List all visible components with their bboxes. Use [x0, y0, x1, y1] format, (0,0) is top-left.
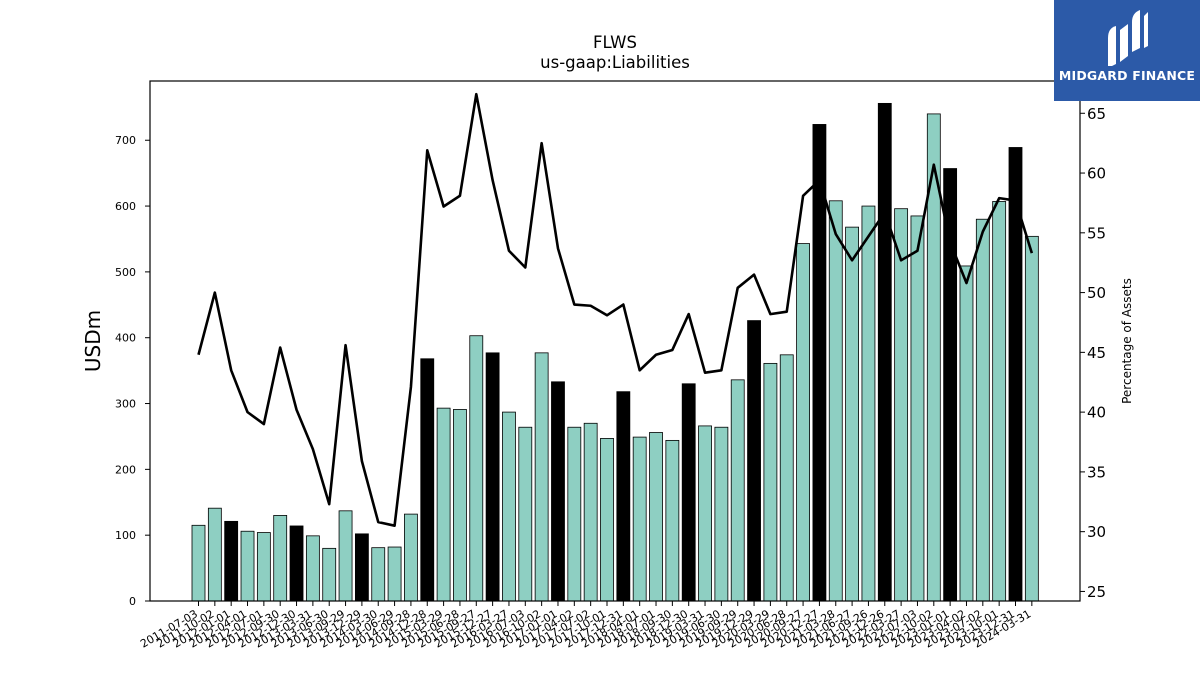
bar	[649, 432, 663, 602]
bar	[207, 507, 222, 602]
y2-tick-label: 40	[1087, 404, 1106, 422]
bar	[992, 201, 1007, 602]
bar	[518, 426, 533, 602]
chart-title: FLWS	[593, 33, 637, 52]
bar	[665, 439, 680, 602]
brand-logo: MIDGARD FINANCE	[1054, 0, 1200, 101]
bar	[616, 391, 631, 602]
midgard-logo-icon	[1108, 10, 1148, 66]
y-tick-label: 300	[115, 398, 136, 411]
y-tick-label: 400	[115, 332, 136, 345]
x-axis: 2011-07-032011-10-022012-01-012012-04-01…	[138, 601, 1033, 651]
bar	[600, 438, 614, 602]
bar	[354, 533, 369, 602]
bar	[698, 425, 712, 602]
bar	[632, 436, 647, 602]
bar	[779, 354, 794, 602]
bar	[714, 426, 729, 602]
bar	[224, 520, 239, 602]
y2-tick-label: 60	[1087, 165, 1106, 183]
bar	[681, 383, 696, 602]
bar	[240, 530, 255, 602]
y2-tick-label: 45	[1087, 344, 1106, 362]
bar	[305, 535, 320, 602]
y2-tick-label: 65	[1087, 105, 1106, 123]
y2-tick-label: 50	[1087, 284, 1106, 302]
bars-layer	[191, 102, 1039, 602]
y-tick-label: 500	[115, 266, 136, 279]
chart-subtitle: us-gaap:Liabilities	[540, 53, 690, 72]
y2-tick-label: 35	[1087, 463, 1106, 481]
bar	[828, 200, 843, 602]
bar	[502, 411, 516, 602]
bar	[551, 381, 565, 602]
bar	[910, 215, 925, 602]
bar	[845, 226, 859, 602]
bar	[436, 407, 451, 602]
bar	[861, 205, 876, 602]
bar	[877, 102, 892, 602]
y-tick-label: 100	[115, 529, 136, 542]
bar	[256, 532, 271, 602]
y2-tick-label: 30	[1087, 523, 1106, 541]
bar	[796, 243, 810, 602]
bar	[730, 379, 745, 602]
bar	[289, 525, 304, 602]
bar	[1024, 235, 1039, 602]
y-tick-label: 0	[129, 595, 136, 608]
line-layer	[197, 92, 1034, 527]
y2-tick-label: 25	[1087, 583, 1106, 601]
y-axis-label: USDm	[81, 310, 105, 372]
bar	[371, 547, 386, 602]
bar	[273, 515, 288, 602]
bar	[322, 547, 337, 602]
bar	[387, 546, 402, 602]
bar	[583, 422, 598, 602]
y-tick-label: 600	[115, 200, 136, 213]
percentage-line	[197, 92, 1034, 527]
bar	[191, 524, 206, 602]
bar	[404, 513, 418, 602]
bar	[338, 510, 353, 602]
y-tick-label: 200	[115, 463, 136, 476]
y-axis-right: 25 30 35 40 45 50 55 60 65	[1080, 105, 1106, 601]
plot-frame	[149, 80, 1081, 602]
bar	[567, 426, 582, 602]
bar	[420, 358, 435, 602]
y2-axis-label: Percentage of Assets	[1120, 278, 1134, 404]
y-tick-label: 700	[115, 134, 136, 147]
brand-name: MIDGARD FINANCE	[1058, 68, 1196, 83]
bar	[894, 208, 909, 602]
bar	[485, 352, 500, 602]
bar	[534, 352, 549, 602]
y-axis-left: 0 100 200 300 400 500 600 700	[115, 134, 150, 608]
bar	[975, 218, 990, 602]
bar	[943, 168, 958, 602]
y2-tick-label: 55	[1087, 224, 1106, 242]
bar	[763, 362, 778, 602]
bar	[469, 335, 484, 602]
bar	[453, 409, 467, 602]
bar	[959, 265, 974, 602]
bar	[747, 320, 761, 602]
